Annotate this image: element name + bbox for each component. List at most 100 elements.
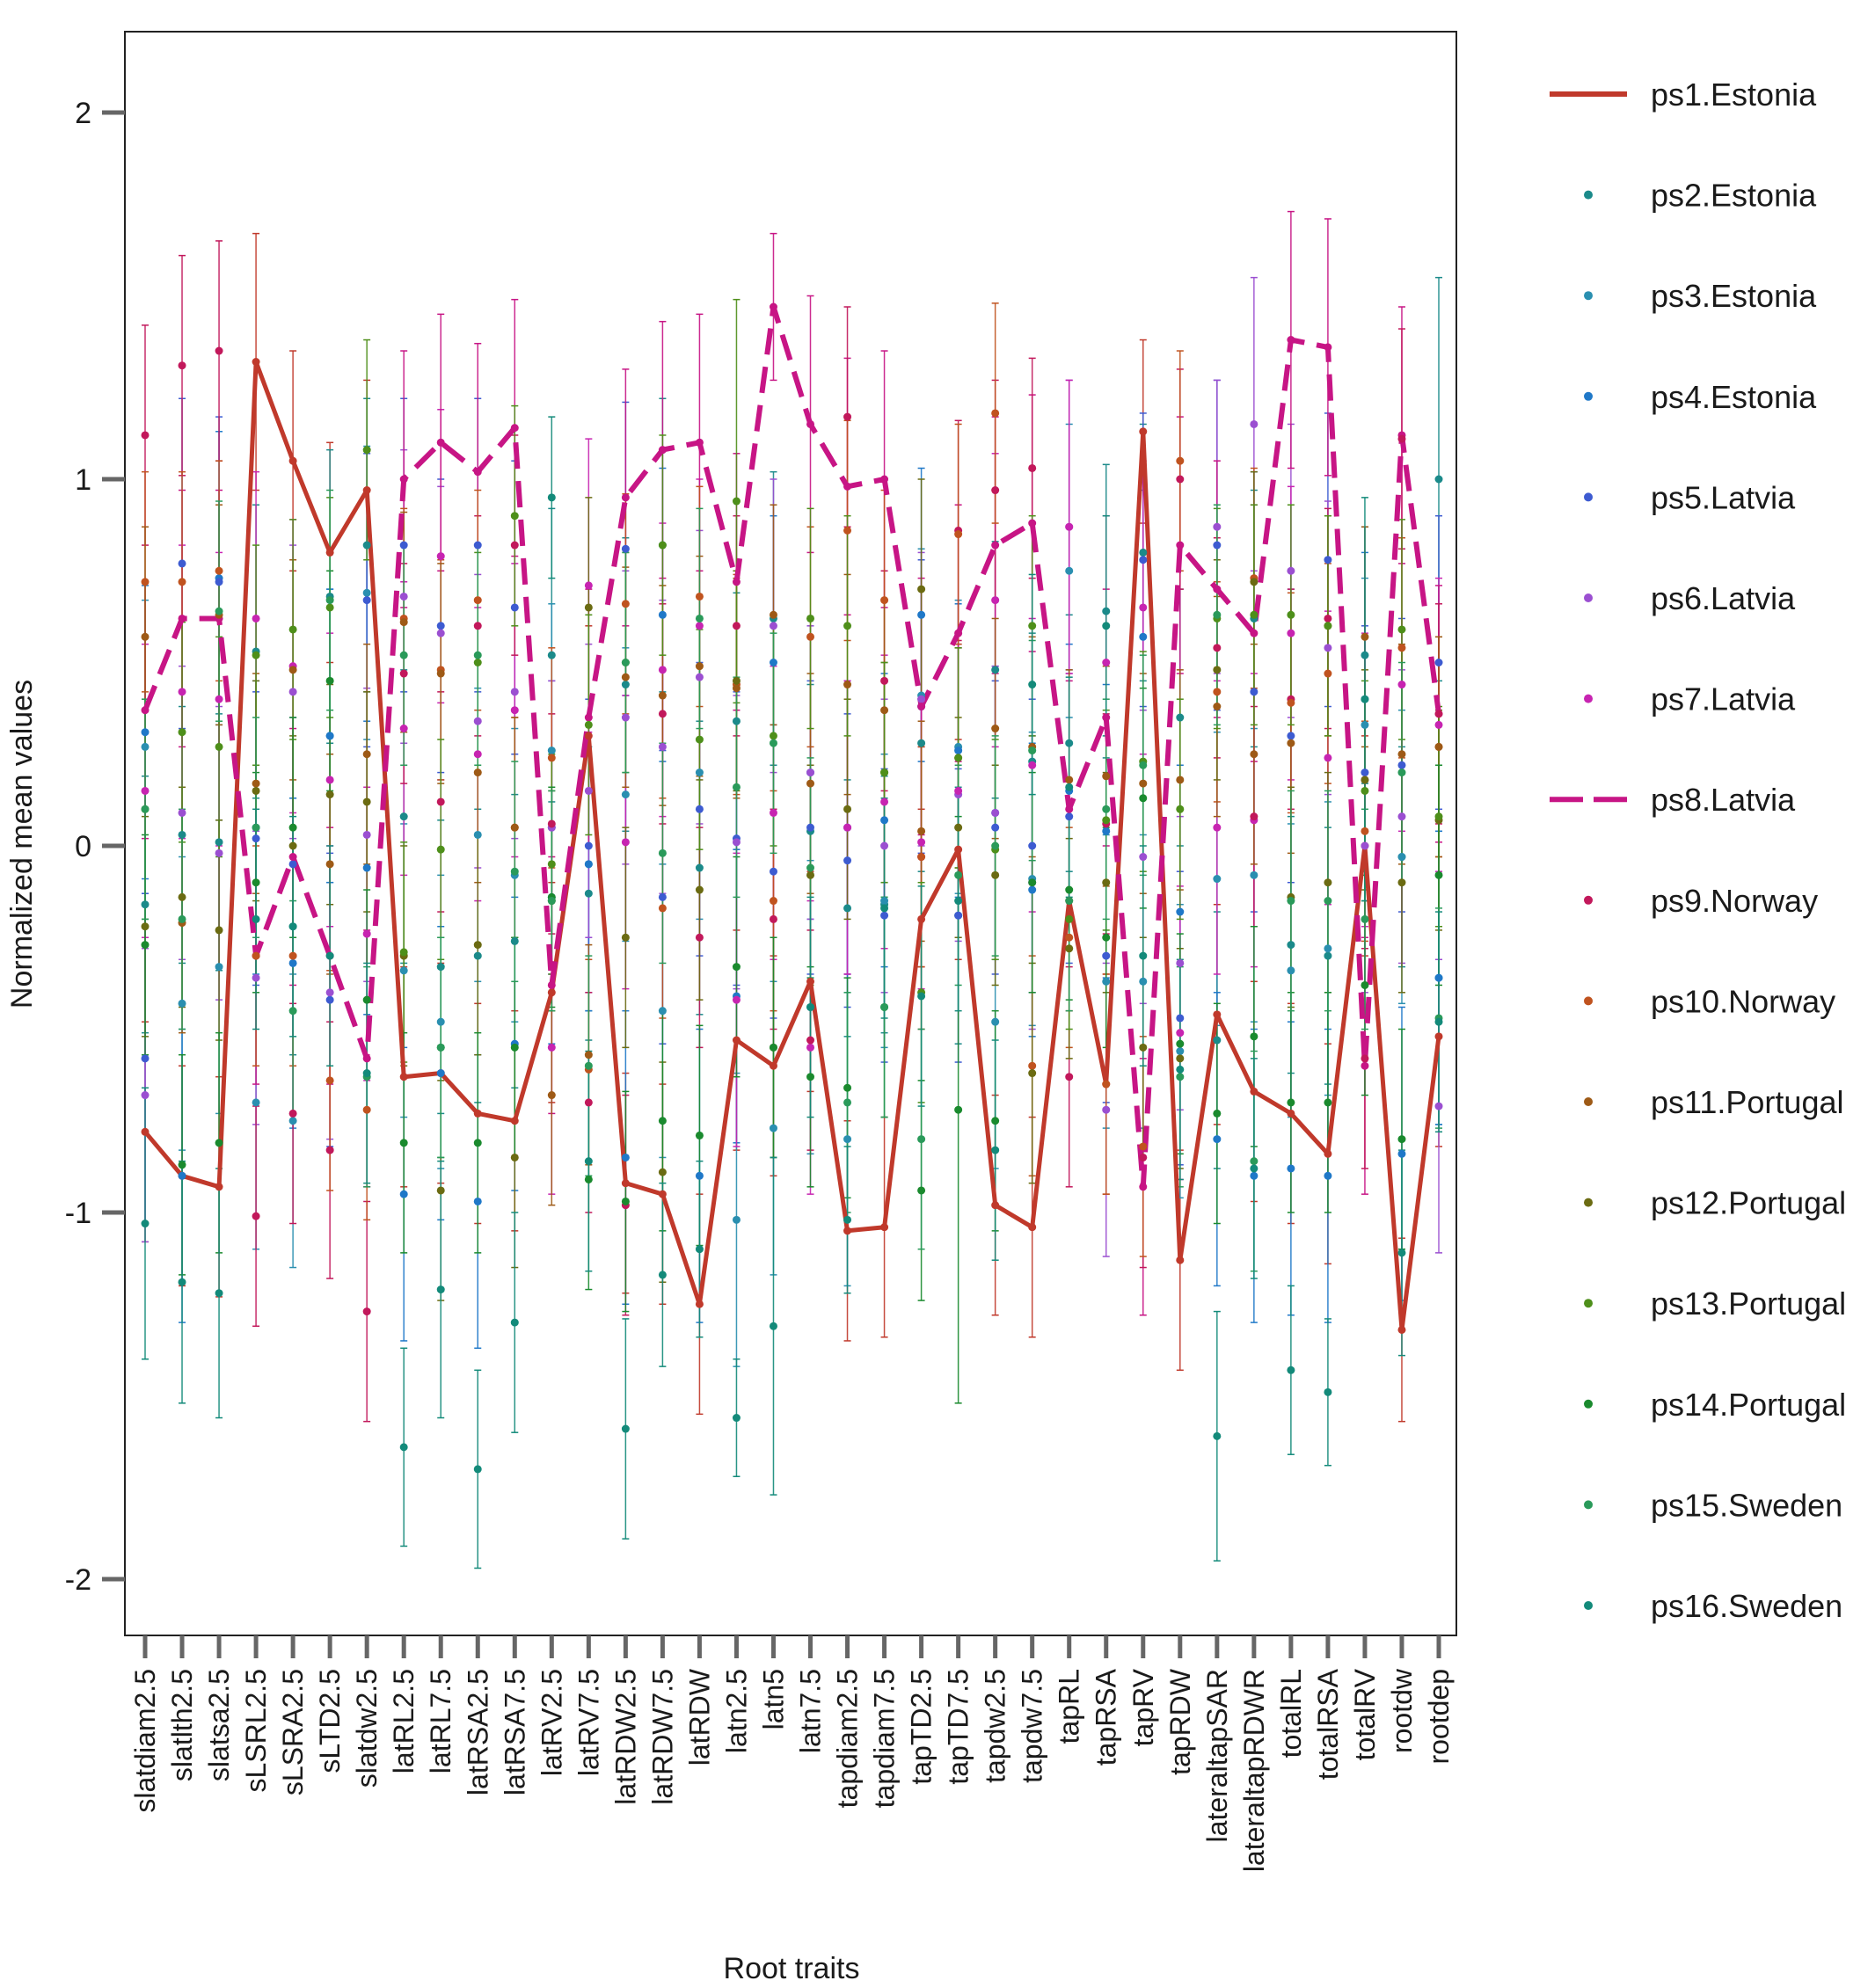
data-point (325, 548, 334, 557)
data-point (658, 710, 667, 718)
data-point (880, 911, 889, 920)
data-point (732, 995, 741, 1004)
data-point (399, 948, 408, 957)
data-point (141, 431, 150, 440)
data-point (473, 541, 482, 550)
data-point (991, 1201, 1000, 1210)
data-point (991, 725, 1000, 733)
data-point (1065, 522, 1074, 531)
data-point (1434, 973, 1443, 982)
data-point (1397, 681, 1406, 689)
legend-label: ps5.Latvia (1651, 479, 1796, 515)
data-point (732, 717, 741, 725)
data-point (436, 845, 445, 854)
data-point (1250, 1171, 1259, 1180)
data-point (843, 1215, 852, 1224)
data-point (991, 870, 1000, 879)
data-point (288, 922, 297, 931)
data-point (621, 544, 630, 553)
data-point (436, 1186, 445, 1195)
data-point (732, 1215, 741, 1224)
data-point (621, 673, 630, 681)
data-point (732, 622, 741, 630)
data-point (399, 1073, 408, 1081)
data-point (1287, 1098, 1295, 1107)
data-point (917, 739, 926, 747)
data-point (1028, 1069, 1037, 1078)
data-point (252, 1098, 260, 1107)
data-point (473, 659, 482, 666)
data-point (215, 838, 223, 847)
data-point (584, 713, 593, 722)
data-point (1213, 522, 1222, 531)
data-point (1250, 629, 1259, 637)
data-point (954, 845, 963, 854)
data-point (1324, 622, 1332, 630)
data-point (769, 1043, 777, 1052)
data-point (1139, 427, 1148, 436)
data-point (1176, 475, 1185, 484)
data-point (1139, 1043, 1148, 1052)
x-tick-label: latRV2.5 (536, 1669, 567, 1776)
data-point (1139, 951, 1148, 960)
data-point (1250, 1087, 1259, 1096)
data-point (1361, 768, 1369, 777)
data-point (1065, 739, 1074, 747)
data-point (584, 1061, 593, 1070)
data-point (806, 823, 815, 832)
data-point (695, 805, 704, 813)
data-point (1397, 434, 1406, 443)
data-point (1397, 1325, 1406, 1334)
data-point (584, 732, 593, 740)
data-point (584, 1051, 593, 1060)
x-tick-label: latRL2.5 (388, 1669, 420, 1773)
data-point (695, 1131, 704, 1140)
data-point (362, 863, 371, 872)
data-point (288, 958, 297, 967)
legend-marker (1584, 391, 1593, 401)
data-point (1176, 713, 1185, 722)
data-point (584, 1175, 593, 1183)
data-point (695, 1300, 704, 1308)
data-point (547, 754, 556, 762)
data-point (288, 625, 297, 634)
data-point (1213, 823, 1222, 832)
data-point (1361, 980, 1369, 989)
data-point (547, 746, 556, 755)
data-point (325, 995, 334, 1004)
data-point (1102, 827, 1111, 835)
data-point (621, 659, 630, 666)
data-point (510, 1117, 519, 1125)
data-point (1324, 1149, 1332, 1158)
legend-marker (1584, 1198, 1593, 1207)
data-point (1102, 1080, 1111, 1089)
data-point (954, 530, 963, 539)
data-point (1139, 779, 1148, 788)
data-point (917, 992, 926, 1001)
data-point (954, 1105, 963, 1114)
data-point (436, 1043, 445, 1052)
data-point (806, 870, 815, 879)
data-point (1176, 958, 1185, 967)
data-point (880, 706, 889, 715)
data-point (178, 914, 186, 923)
data-point (325, 860, 334, 869)
legend-marker (1584, 1299, 1593, 1308)
data-point (658, 610, 667, 619)
x-tick-label: slatsa2.5 (203, 1669, 235, 1781)
data-point (1213, 585, 1222, 593)
data-point (362, 1307, 371, 1316)
data-point (1324, 897, 1332, 906)
data-point (1065, 885, 1074, 894)
data-point (658, 1271, 667, 1279)
x-tick-label: totalRL (1275, 1669, 1307, 1758)
data-point (880, 841, 889, 850)
data-point (658, 892, 667, 901)
data-point (362, 1054, 371, 1063)
data-point (1361, 632, 1369, 641)
data-point (880, 596, 889, 605)
legend-label: ps6.Latvia (1651, 580, 1796, 616)
data-point (141, 900, 150, 909)
data-point (843, 1227, 852, 1235)
data-point (1176, 541, 1185, 550)
